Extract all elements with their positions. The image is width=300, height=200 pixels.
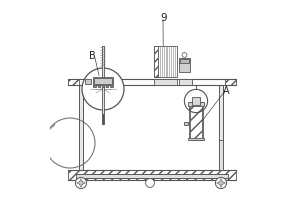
- Bar: [79, 85, 83, 170]
- Bar: [154, 46, 177, 77]
- Text: A: A: [223, 86, 229, 96]
- Circle shape: [80, 179, 82, 180]
- Bar: [219, 140, 223, 170]
- Bar: [106, 85, 108, 87]
- Bar: [192, 97, 200, 105]
- Bar: [154, 46, 158, 77]
- Bar: [219, 85, 223, 170]
- Circle shape: [220, 186, 222, 187]
- Bar: [68, 79, 236, 85]
- Bar: [93, 85, 96, 87]
- Bar: [85, 79, 92, 84]
- Bar: [68, 170, 236, 180]
- Circle shape: [82, 68, 124, 110]
- Circle shape: [146, 179, 154, 187]
- Circle shape: [215, 177, 226, 189]
- Bar: [154, 79, 177, 85]
- Circle shape: [94, 85, 95, 87]
- Bar: [188, 138, 204, 140]
- Circle shape: [75, 177, 87, 189]
- Circle shape: [79, 181, 83, 185]
- Bar: [68, 79, 79, 85]
- Circle shape: [80, 186, 82, 187]
- Circle shape: [111, 85, 112, 87]
- Bar: [188, 102, 204, 106]
- Circle shape: [102, 85, 104, 87]
- Circle shape: [224, 182, 225, 184]
- Bar: [102, 46, 104, 124]
- Bar: [93, 77, 113, 85]
- Bar: [180, 59, 189, 63]
- Bar: [225, 79, 236, 85]
- Bar: [184, 122, 188, 125]
- Bar: [102, 85, 104, 87]
- Bar: [179, 79, 192, 85]
- Text: 9: 9: [161, 13, 167, 23]
- Bar: [76, 174, 228, 178]
- Text: B: B: [88, 51, 95, 61]
- Circle shape: [77, 182, 78, 184]
- Circle shape: [98, 85, 100, 87]
- Bar: [189, 102, 203, 140]
- Bar: [94, 78, 112, 84]
- Circle shape: [106, 85, 108, 87]
- Bar: [190, 103, 202, 139]
- Bar: [110, 85, 112, 87]
- Circle shape: [84, 182, 85, 184]
- Circle shape: [217, 182, 218, 184]
- Circle shape: [220, 179, 222, 180]
- Bar: [179, 58, 190, 72]
- Bar: [98, 85, 100, 87]
- Circle shape: [219, 181, 223, 185]
